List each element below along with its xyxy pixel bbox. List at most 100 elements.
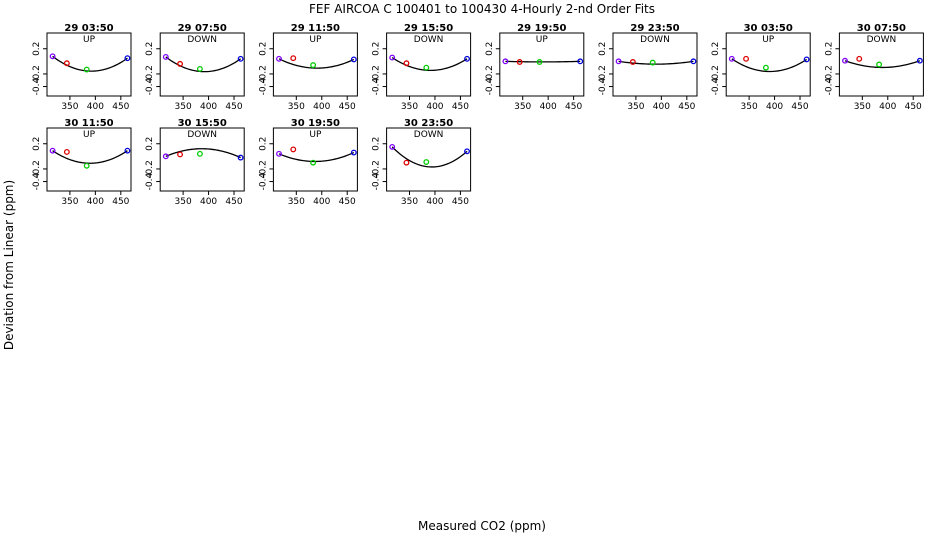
- y-tick-label: -0.4: [258, 172, 268, 190]
- data-point: [389, 143, 396, 150]
- y-tick-label: 0.2: [258, 42, 268, 56]
- x-tick-label: 350: [401, 197, 418, 207]
- panel-frame: [159, 32, 245, 97]
- x-tick-label: 450: [452, 102, 469, 112]
- y-tick-label: 0.2: [258, 137, 268, 151]
- x-tick-label: 400: [87, 102, 104, 112]
- data-point: [389, 54, 396, 61]
- x-tick-label: 450: [225, 197, 242, 207]
- fit-curve: [391, 146, 468, 168]
- x-tick-label: 400: [313, 197, 330, 207]
- y-tick-label: -0.2: [711, 65, 721, 83]
- data-point: [842, 57, 848, 64]
- data-point: [516, 59, 523, 65]
- y-tick-label: -0.4: [372, 77, 382, 95]
- x-tick-label: 350: [175, 197, 192, 207]
- x-tick-label: 350: [175, 102, 192, 112]
- y-tick-label: -0.4: [711, 77, 721, 95]
- y-tick-label: -0.4: [824, 77, 834, 95]
- data-point: [63, 60, 70, 67]
- data-point: [728, 55, 735, 62]
- panel-direction: UP: [83, 130, 96, 140]
- y-tick-label: -0.2: [32, 160, 42, 178]
- panel-direction: UP: [309, 130, 322, 140]
- data-point: [310, 62, 317, 69]
- data-point: [502, 58, 509, 65]
- y-tick-label: -0.2: [258, 160, 268, 178]
- panel-direction: UP: [309, 35, 322, 45]
- data-point: [276, 55, 282, 62]
- data-point: [196, 65, 203, 72]
- y-tick-label: -0.2: [32, 65, 42, 83]
- x-tick-label: 350: [61, 197, 78, 207]
- panel-direction: DOWN: [867, 35, 897, 45]
- y-tick-label: 0.2: [485, 42, 495, 56]
- fit-curve: [505, 60, 581, 63]
- data-point: [49, 147, 56, 154]
- x-tick-label: 450: [112, 197, 129, 207]
- figure-title: FEF AIRCOA C 100401 to 100430 4-Hourly 2…: [309, 2, 655, 16]
- fit-curve: [618, 60, 694, 65]
- y-tick-label: 0.2: [32, 137, 42, 151]
- fit-curve: [278, 151, 355, 163]
- x-tick-label: 400: [426, 102, 443, 112]
- data-point: [423, 159, 430, 165]
- y-axis-label: Deviation from Linear (ppm): [2, 180, 16, 350]
- fit-curve: [165, 148, 241, 159]
- x-tick-label: 400: [766, 102, 783, 112]
- x-tick-label: 400: [200, 102, 217, 112]
- fit-curve: [52, 150, 128, 164]
- x-tick-label: 350: [288, 197, 305, 207]
- fit-curve: [844, 60, 921, 69]
- y-tick-label: -0.4: [32, 77, 42, 95]
- y-tick-label: 0.2: [711, 42, 721, 56]
- panel-frame: [46, 127, 132, 192]
- x-tick-label: 400: [653, 102, 670, 112]
- panel-title: 30 23:50: [404, 118, 453, 129]
- data-point: [124, 55, 131, 62]
- panel-direction: DOWN: [187, 130, 217, 140]
- panel-title: 30 15:50: [178, 118, 227, 129]
- data-point: [536, 59, 543, 65]
- data-point: [423, 64, 430, 71]
- data-point: [464, 55, 470, 62]
- x-tick-label: 400: [879, 102, 896, 112]
- y-tick-label: -0.2: [258, 65, 268, 83]
- x-tick-label: 350: [854, 102, 871, 112]
- data-point: [615, 58, 622, 65]
- y-tick-label: -0.4: [598, 77, 608, 95]
- panel-frame: [499, 32, 585, 97]
- y-tick-label: 0.2: [372, 137, 382, 151]
- y-tick-label: -0.4: [485, 77, 495, 95]
- data-point: [743, 55, 750, 62]
- data-point: [276, 150, 282, 157]
- y-tick-label: 0.2: [145, 137, 155, 151]
- y-tick-label: 0.2: [598, 42, 608, 56]
- data-point: [690, 58, 697, 65]
- y-tick-label: 0.2: [32, 42, 42, 56]
- panel-direction: UP: [762, 35, 775, 45]
- x-tick-label: 450: [791, 102, 808, 112]
- data-point: [49, 53, 56, 60]
- fit-curve: [52, 55, 128, 72]
- y-tick-label: -0.4: [258, 77, 268, 95]
- panel-frame: [386, 32, 472, 97]
- x-tick-label: 450: [452, 197, 469, 207]
- x-tick-label: 350: [401, 102, 418, 112]
- panel-title: 30 19:50: [291, 118, 340, 129]
- panel-frame: [612, 32, 698, 97]
- panel-title: 30 03:50: [744, 23, 793, 34]
- y-tick-label: -0.4: [145, 172, 155, 190]
- data-point: [290, 146, 297, 153]
- data-point: [237, 154, 244, 161]
- x-tick-label: 450: [112, 102, 129, 112]
- data-point: [124, 147, 131, 154]
- y-tick-label: -0.4: [372, 172, 382, 190]
- x-tick-label: 350: [61, 102, 78, 112]
